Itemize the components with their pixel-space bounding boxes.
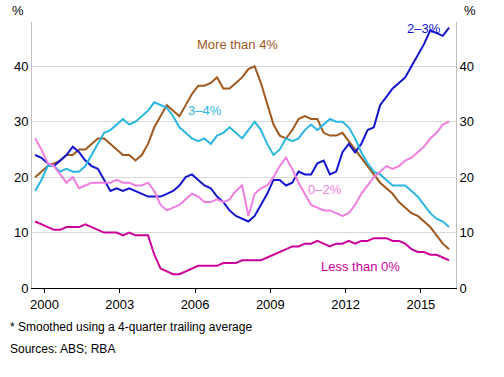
svg-text:2–3%: 2–3% [407,21,441,36]
svg-text:%: % [464,3,476,18]
svg-text:10: 10 [460,225,474,240]
svg-text:More than 4%: More than 4% [197,37,278,52]
svg-text:* Smoothed using a 4-quarter t: * Smoothed using a 4-quarter trailing av… [10,320,252,334]
svg-text:20: 20 [460,170,474,185]
svg-text:3–4%: 3–4% [188,103,222,118]
svg-text:0: 0 [460,281,467,296]
svg-text:Sources: ABS; RBA: Sources: ABS; RBA [10,342,115,356]
svg-text:2015: 2015 [406,297,435,312]
svg-text:2000: 2000 [30,297,59,312]
svg-text:30: 30 [14,114,28,129]
svg-text:2003: 2003 [105,297,134,312]
svg-text:20: 20 [14,170,28,185]
svg-text:40: 40 [460,59,474,74]
svg-text:%: % [12,3,24,18]
svg-text:2012: 2012 [331,297,360,312]
svg-text:2009: 2009 [256,297,285,312]
svg-text:Less than 0%: Less than 0% [321,259,400,274]
svg-text:0: 0 [21,281,28,296]
svg-text:10: 10 [14,225,28,240]
svg-text:40: 40 [14,59,28,74]
svg-text:2006: 2006 [181,297,210,312]
svg-text:0–2%: 0–2% [308,182,342,197]
svg-text:30: 30 [460,114,474,129]
